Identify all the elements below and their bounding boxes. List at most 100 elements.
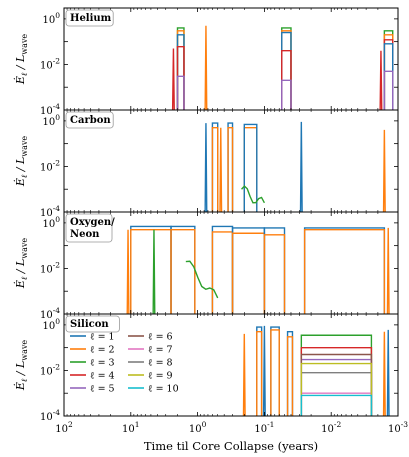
panel-2-ytick-label-0: 100: [42, 215, 60, 230]
panel-0-burst-1-l5: [281, 79, 292, 110]
panel-3-title-box: [65, 315, 120, 333]
legend-label-6: ℓ = 6: [148, 332, 173, 343]
panel-1-title-line-0: Carbon: [70, 115, 111, 126]
panel-2-burst-4-l1: [263, 227, 286, 314]
panel-1-burst-1-l2: [227, 127, 234, 212]
panel-3-burst-3-l9: [300, 362, 373, 416]
panel-3-burst-3-l8: [300, 371, 373, 416]
legend-label-4: ℓ = 4: [90, 371, 115, 382]
panel-1-spike-3: [382, 129, 386, 213]
panel-3-ytick-label-2: 10-4: [40, 408, 60, 423]
legend-label-9: ℓ = 9: [148, 371, 173, 382]
panel-0-burst-1-l3: [281, 27, 292, 110]
panel-3-series: [242, 325, 390, 417]
xtick-label-5: 10-3: [388, 420, 408, 435]
xtick-label-2: 100: [189, 420, 207, 435]
panel-3-burst-3-l7: [300, 392, 373, 416]
panel-0-series: [171, 25, 394, 111]
panel-1-decay: [241, 185, 266, 204]
panel-3-spike-2: [382, 331, 386, 417]
panel-2-spike-2: [386, 227, 390, 315]
xtick-label-3: 10-1: [254, 420, 274, 435]
panel-0-burst-2-l5: [383, 70, 394, 110]
panel-3-spike-0: [242, 333, 246, 417]
panel-0-burst-1-l2: [281, 30, 292, 110]
legend-label-5: ℓ = 5: [90, 384, 115, 395]
panel-0-ytick-label-2: 10-4: [40, 102, 60, 117]
x-axis-label: Time til Core Collapse (years): [144, 439, 318, 453]
panel-2-burst-0-l1: [130, 225, 172, 314]
panel-0-burst-2-l3: [383, 30, 394, 110]
panel-2-burst-4-l2: [263, 234, 286, 314]
legend-label-10: ℓ = 10: [148, 384, 179, 395]
panel-0-ytick-label-0: 100: [42, 11, 60, 26]
panel-0-frame: [63, 7, 399, 111]
panel-2: 100 10-2 10-4 Oxygen/Neon Ėℓ / Lwave: [13, 211, 399, 321]
panel-3-ylabel: Ėℓ / Lwave: [13, 340, 29, 392]
xtick-label-0: 102: [55, 420, 73, 435]
panel-1: 100 10-2 10-4 Carbon Ėℓ / Lwave: [13, 109, 399, 219]
legend-label-8: ℓ = 8: [148, 358, 173, 369]
panel-3-title-line-0: Silicon: [70, 319, 109, 330]
panel-0-burst-2-l4: [383, 39, 394, 110]
panel-0-burst-0-l2: [176, 30, 185, 110]
panel-1-burst-2-l2: [243, 127, 258, 212]
panel-2-burst-3-l2: [231, 232, 266, 314]
panel-3-burst-1-l1: [270, 326, 280, 416]
panel-0-burst-1-l1: [281, 31, 292, 110]
panel-1-spike-1: [219, 127, 223, 213]
panel-1-ytick-label-2: 10-4: [40, 204, 60, 219]
panel-2-ytick-label-1: 10-2: [40, 260, 60, 275]
panel-2-ytick-label-2: 10-4: [40, 306, 60, 321]
panel-0-ytick-label-1: 10-2: [40, 56, 60, 71]
panel-2-burst-2-l2: [211, 231, 234, 314]
panel-3-spike-1: [262, 325, 266, 417]
panel-2-title-line-1: Neon: [70, 229, 100, 240]
panel-1-frame: [63, 109, 399, 213]
panel-3-frame: [63, 313, 399, 417]
panel-3-burst-1-l2: [270, 329, 280, 416]
panel-0-burst-0-l5: [176, 75, 185, 110]
panel-3-burst-3-l5: [300, 358, 373, 416]
panel-1-ytick-label-1: 10-2: [40, 158, 60, 173]
panel-0-title-line-0: Helium: [70, 13, 112, 24]
legend: ℓ = 1 ℓ = 2 ℓ = 3 ℓ = 4 ℓ = 5 ℓ = 6 ℓ = 7 ℓ = 8…: [70, 332, 179, 395]
panel-0-spike-0: [171, 48, 175, 111]
legend-label-2: ℓ = 2: [90, 345, 115, 356]
panel-2-burst-2-l1: [211, 225, 234, 314]
panel-0-title-box: [65, 9, 114, 27]
panel-1-burst-2-l1: [243, 123, 258, 212]
panel-3-ytick-label-0: 100: [42, 317, 60, 332]
panel-2-decay: [185, 260, 219, 299]
panel-1-burst-0-l1: [211, 122, 219, 212]
panel-2-burst-1-l1: [170, 225, 196, 314]
panel-1-burst-0-l2: [211, 127, 219, 212]
panel-1-spike-0: [204, 123, 208, 213]
panel-0: 100 10-2 10-4 Helium Ėℓ / Lwave: [13, 7, 399, 117]
panel-3-burst-3-l10: [300, 394, 373, 416]
panel-0-ylabel: Ėℓ / Lwave: [13, 34, 29, 86]
panel-3-ytick-label-1: 10-2: [40, 362, 60, 377]
panel-2-burst-1-l2: [170, 229, 196, 314]
panel-3-burst-0-l1: [256, 326, 263, 416]
legend-label-3: ℓ = 3: [90, 358, 115, 369]
panel-3-burst-2-l2: [286, 336, 294, 416]
panel-3-burst-2-l1: [286, 331, 294, 416]
panel-2-spike-1: [152, 229, 156, 315]
panel-2-title-box: [65, 213, 113, 243]
panel-1-spike-2: [299, 121, 303, 213]
panel-2-burst-3-l1: [231, 227, 266, 314]
legend-label-1: ℓ = 1: [90, 332, 115, 343]
panel-2-spike-0: [126, 229, 130, 315]
panel-1-series: [204, 121, 386, 213]
panel-3: 100 10-2 10-4 Silicon Ėℓ / Lwave ℓ = 1 ℓ = 2 ℓ …: [13, 313, 399, 423]
panel-0-spike-1: [204, 25, 208, 111]
panel-0-spike-2: [379, 50, 383, 111]
panel-2-title-line-0: Oxygen/: [70, 217, 115, 228]
panel-3-burst-0-l2: [256, 331, 263, 416]
panel-2-burst-5-l1: [303, 227, 386, 314]
panel-2-series: [126, 225, 390, 315]
panel-1-ylabel: Ėℓ / Lwave: [13, 136, 29, 188]
panel-2-burst-5-l2: [303, 229, 386, 314]
